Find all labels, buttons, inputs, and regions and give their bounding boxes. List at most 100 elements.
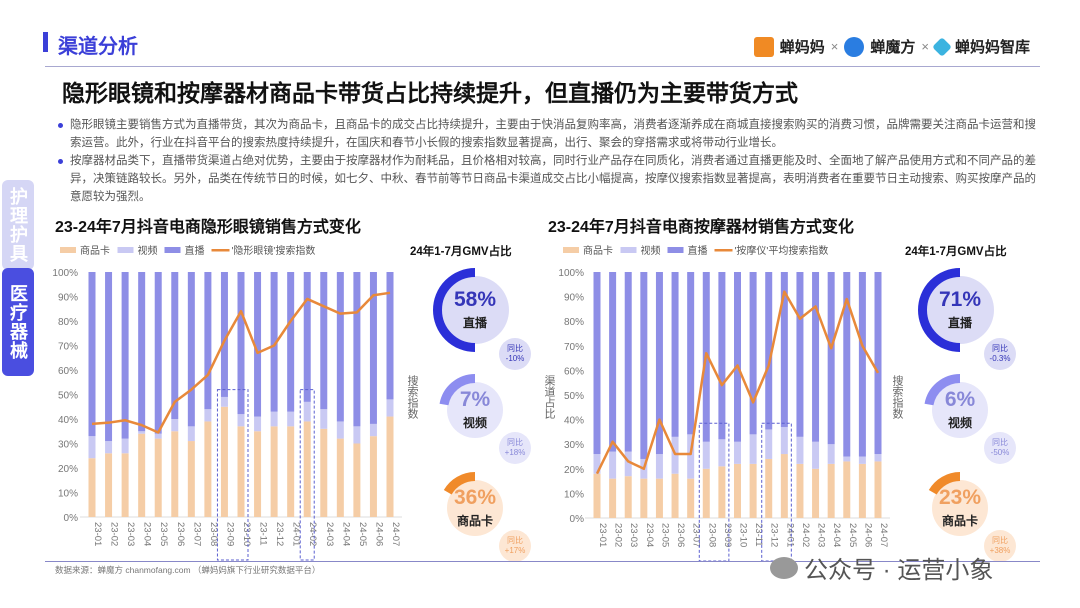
- y-tick-label: 50%: [564, 391, 584, 402]
- tab-medical-devices[interactable]: 医疗器械: [2, 268, 34, 376]
- bar-card: [624, 476, 632, 518]
- gmv-value: 7%: [459, 388, 491, 411]
- legend-swatch: [60, 247, 76, 253]
- bar-video: [254, 416, 262, 432]
- bar-card: [336, 438, 344, 517]
- bar-card: [154, 438, 162, 517]
- bar-video: [765, 429, 773, 459]
- x-tick-label: 23-10: [241, 522, 252, 546]
- page-title: 隐形眼镜和按摩器材商品卡带货占比持续提升，但直播仍为主要带货方式: [62, 80, 798, 106]
- bar-card: [796, 463, 804, 518]
- bar-live: [765, 272, 773, 430]
- bar-video: [843, 456, 851, 462]
- bar-card: [765, 458, 773, 518]
- logo-chanmama: 蝉妈妈: [779, 39, 825, 56]
- yoy-badge: 同比 +38%: [984, 530, 1016, 562]
- x-tick-label: 24-04: [340, 522, 351, 546]
- highlight-box: [299, 389, 315, 561]
- x-tick-label: 23-05: [659, 523, 670, 547]
- bar-card: [237, 426, 245, 517]
- gmv-value: 6%: [944, 388, 976, 411]
- tab-nursing-care[interactable]: 护理护具: [2, 180, 34, 270]
- gmv-label: 视频: [462, 416, 487, 430]
- bar-video: [369, 423, 377, 437]
- gmv-label: 商品卡: [456, 514, 493, 528]
- legend-label: 直播: [688, 244, 708, 257]
- donut-arc: [443, 472, 476, 495]
- bar-card: [687, 478, 695, 518]
- x-tick-label: 23-05: [158, 522, 169, 546]
- bar-live: [718, 272, 726, 440]
- logo-separator: ×: [830, 39, 839, 54]
- bar-card: [320, 428, 328, 517]
- bar-video: [687, 434, 695, 479]
- x-tick-label: 23-03: [125, 522, 136, 546]
- gmv-donut-card: 36% 商品卡: [439, 472, 511, 544]
- y-tick-label: 90%: [564, 293, 584, 304]
- x-tick-label: 24-04: [831, 523, 842, 547]
- footer-divider: [45, 561, 1040, 562]
- y-axis-label-massage: 渠道占比: [543, 375, 555, 419]
- bar-video: [749, 434, 757, 464]
- bar-video: [874, 454, 882, 462]
- bar-video: [320, 409, 328, 429]
- legend-label: 直播: [185, 244, 205, 257]
- bar-live: [874, 272, 882, 455]
- bar-video: [187, 426, 195, 442]
- donut-fill: [932, 480, 988, 536]
- partner-logos: 蝉妈妈 × 蝉魔方 × 蝉妈妈智库: [753, 36, 1030, 57]
- donut-fill: [441, 276, 509, 344]
- bar-card: [88, 458, 96, 517]
- x-tick-label: 24-03: [324, 522, 335, 546]
- y-tick-label: 20%: [58, 464, 78, 475]
- highlight-box: [216, 389, 249, 561]
- bar-card: [640, 478, 648, 518]
- legend-swatch: [164, 247, 181, 253]
- bar-video: [858, 456, 866, 464]
- x-tick-label: 23-01: [92, 522, 103, 546]
- x-tick-label: 23-07: [691, 523, 702, 547]
- bar-card: [609, 478, 617, 518]
- bar-card: [303, 421, 311, 517]
- bar-video: [593, 454, 601, 474]
- y-tick-label: 70%: [58, 342, 78, 353]
- donut-fill: [447, 480, 503, 536]
- bar-live: [303, 272, 311, 402]
- y-tick-label: 30%: [58, 440, 78, 451]
- bar-video: [204, 409, 212, 422]
- bar-card: [369, 436, 377, 517]
- chanmama-logo-icon: [753, 36, 774, 57]
- x-tick-label: 23-02: [613, 523, 624, 547]
- gmv-value: 36%: [453, 486, 497, 509]
- yoy-badge: 同比 +17%: [499, 530, 531, 562]
- x-tick-label: 23-08: [706, 523, 717, 547]
- gmv-title-massage: 24年1-7月GMV占比: [905, 246, 1007, 258]
- gmv-label: 商品卡: [941, 514, 978, 528]
- bar-card: [718, 466, 726, 518]
- yoy-badge: 同比 -0.3%: [984, 338, 1016, 370]
- x-tick-label: 23-06: [675, 523, 686, 547]
- x-tick-label: 23-04: [142, 522, 153, 546]
- bar-live: [220, 272, 228, 397]
- gmv-donut-card: 23% 商品卡: [924, 472, 996, 544]
- bar-video: [718, 439, 726, 467]
- legend-label: '按摩仪'平均搜索指数: [735, 244, 829, 257]
- y-tick-label: 40%: [58, 415, 78, 426]
- bar-live: [105, 272, 113, 442]
- x-tick-label: 23-11: [258, 522, 269, 546]
- search-index-line: [595, 290, 880, 475]
- bar-video: [336, 421, 344, 439]
- bar-card: [858, 463, 866, 518]
- bar-card: [270, 426, 278, 517]
- legend-line: [211, 249, 230, 252]
- bar-live: [796, 272, 804, 437]
- bar-video: [624, 451, 632, 477]
- gmv-value: 71%: [938, 288, 982, 311]
- bar-card: [702, 468, 710, 518]
- bar-card: [843, 461, 851, 518]
- gmv-donut-live: 58% 直播: [433, 268, 517, 352]
- bar-card: [187, 441, 195, 517]
- bar-live: [640, 272, 648, 459]
- bar-card: [671, 473, 679, 518]
- logo-chanmofang: 蝉魔方: [870, 39, 916, 56]
